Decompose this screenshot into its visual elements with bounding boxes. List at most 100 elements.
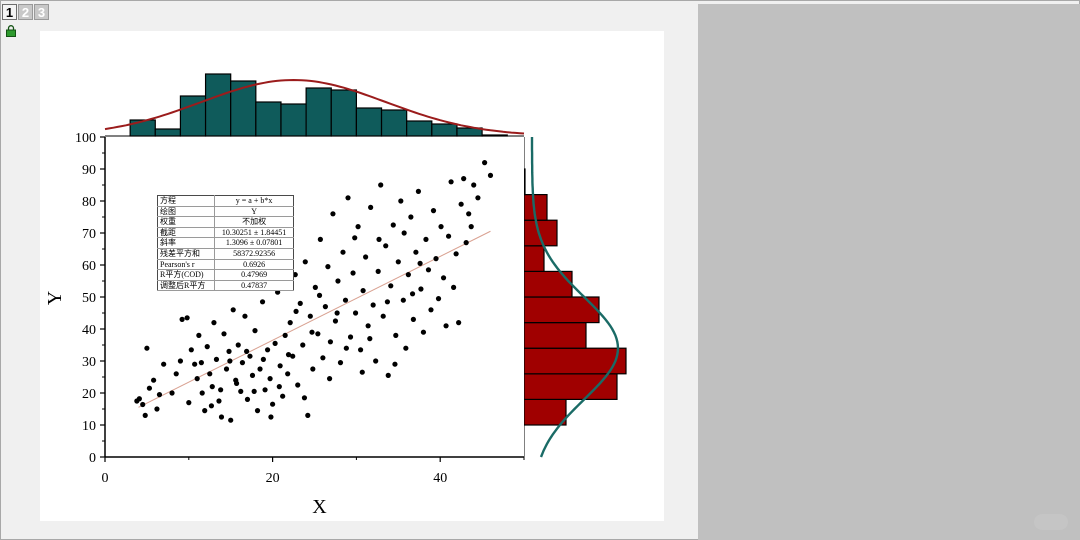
y-tick-label: 50 (82, 291, 96, 306)
top-histogram-bar (255, 101, 282, 137)
scatter-point (373, 358, 379, 364)
y-tick-label: 80 (82, 195, 96, 210)
top-histogram-bar (305, 87, 332, 137)
right-histogram (523, 137, 627, 458)
scatter-point (487, 172, 494, 178)
scatter-point (307, 313, 313, 319)
scatter-point (228, 417, 234, 423)
scatter-point (226, 348, 232, 354)
scatter-point (440, 275, 447, 281)
scatter-point (277, 363, 283, 369)
scatter-point (305, 412, 311, 418)
scatter-point (357, 347, 364, 353)
y-tick-label: 70 (82, 227, 96, 242)
scatter-point (363, 254, 369, 260)
fit-table-row: 斜率 1.3096 ± 0.07801 (157, 237, 294, 249)
top-histogram-bar (230, 80, 257, 137)
scatter-point (367, 336, 373, 342)
scatter-point (475, 195, 481, 201)
top-histogram-bar (280, 103, 307, 137)
scatter-point (385, 372, 391, 378)
plot-area (105, 137, 524, 457)
layer-tab-3[interactable]: 3 (34, 4, 49, 20)
scatter-point (244, 348, 250, 354)
y-tick-label: 90 (82, 163, 96, 178)
fit-table-row: 调整后R平方 0.47837 (157, 280, 294, 292)
top-histogram-bar (406, 120, 433, 137)
y-tick-label: 20 (82, 387, 96, 402)
right-histogram-bar (523, 398, 567, 426)
fit-table-value: 不加权 (214, 216, 294, 228)
scatter-point (322, 304, 328, 310)
fit-table-value: 0.47969 (214, 269, 294, 281)
fit-table-label: 绘图 (157, 206, 215, 218)
scatter-point (184, 315, 190, 321)
lock-icon[interactable] (5, 25, 17, 37)
scatter-point (202, 408, 208, 414)
scatter-point (218, 387, 224, 393)
top-histogram-distribution-curve (104, 78, 525, 135)
scatter-point (332, 318, 339, 324)
scatter-point (290, 353, 296, 359)
scatter-point (350, 270, 356, 276)
scatter-point (211, 320, 217, 326)
scatter-point (466, 211, 472, 217)
scatter-point (287, 320, 293, 326)
scatter-point (262, 387, 268, 393)
scatter-point (395, 259, 401, 265)
corner-overlay-button[interactable] (1034, 514, 1068, 530)
scatter-point (235, 342, 241, 348)
linear-fit-table[interactable]: 方程 y = a + b*x 绘图 Y 权重 不加权 截距 10.30251 ± 1.8445… (157, 195, 294, 292)
scatter-point (233, 380, 240, 386)
scatter-point (403, 345, 409, 351)
scatter-point (401, 230, 407, 236)
scatter-point (317, 236, 323, 242)
layer-tab-1[interactable]: 1 (2, 4, 17, 20)
workspace-background (698, 4, 1080, 540)
fit-table-label: 方程 (157, 195, 215, 207)
scatter-point (384, 299, 391, 305)
scatter-point (418, 286, 424, 292)
scatter-point (347, 334, 354, 340)
scatter-point (264, 347, 271, 353)
scatter-point (352, 310, 359, 316)
scatter-point (156, 392, 163, 398)
scatter-point (199, 390, 205, 396)
scatter-point (315, 331, 321, 337)
scatter-point (415, 188, 422, 194)
scatter-point (368, 204, 374, 210)
scatter-point (285, 352, 292, 358)
y-tick-label: 30 (82, 355, 96, 370)
scatter-point (293, 308, 299, 314)
scatter-point (179, 316, 185, 322)
y-tick-label: 10 (82, 419, 96, 434)
scatter-point (221, 331, 227, 337)
scatter-point (238, 388, 244, 394)
top-histogram-bar (355, 107, 383, 137)
scatter-point (188, 347, 194, 353)
scatter-point (198, 360, 204, 366)
right-histogram-bar (523, 322, 587, 349)
y-tick-label: 60 (82, 259, 96, 274)
top-histogram (104, 73, 525, 137)
scatter-point (223, 366, 230, 372)
scatter-point (295, 382, 301, 388)
fit-table-row: 残差平方和 58372.92356 (157, 248, 294, 260)
layer-tab-2[interactable]: 2 (18, 4, 33, 20)
fit-table-label: R平方(COD) (157, 269, 215, 281)
fit-table-label: 权重 (157, 216, 215, 228)
scatter-point (435, 296, 442, 302)
fit-table-value: Y (214, 206, 294, 218)
scatter-point (146, 385, 153, 391)
scatter-point (327, 339, 334, 345)
right-histogram-bar (523, 245, 545, 273)
scatter-point (453, 251, 459, 257)
scatter-point (471, 182, 477, 188)
scatter-point (257, 366, 263, 372)
scatter-point (438, 224, 444, 230)
scatter-point (300, 342, 306, 348)
fit-table-label: Pearson's r (157, 259, 215, 271)
scatter-point (208, 403, 215, 409)
fit-table-label: 斜率 (157, 237, 215, 249)
scatter-point (461, 176, 467, 182)
